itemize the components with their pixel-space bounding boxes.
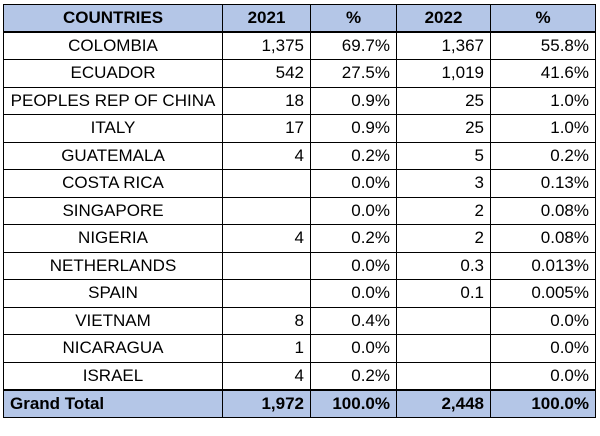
table-cell: 0.08%: [490, 196, 596, 225]
table-cell: SPAIN: [3, 279, 223, 308]
table-cell: 2022: [396, 4, 491, 33]
table-cell: [396, 306, 491, 335]
table-cell: %: [490, 4, 596, 33]
table-cell: 1.0%: [490, 114, 596, 143]
data-row: PEOPLES REP OF CHINA 18 0.9% 25 1.0%: [3, 86, 596, 115]
data-row: SINGAPORE 0.0% 2 0.08%: [3, 196, 596, 225]
table-cell: [222, 169, 311, 198]
table-cell: 1,019: [396, 59, 491, 88]
table-cell: [396, 361, 491, 390]
table-cell: [222, 196, 311, 225]
table-cell: COSTA RICA: [3, 169, 223, 198]
table-cell: 100.0%: [490, 388, 596, 418]
table-cell: 0.005%: [490, 279, 596, 308]
table-cell: 25: [396, 114, 491, 143]
table-cell: 0.0%: [490, 361, 596, 390]
data-row: COSTA RICA 0.0% 3 0.13%: [3, 169, 596, 198]
table-cell: 0.13%: [490, 169, 596, 198]
data-row: GUATEMALA 4 0.2% 5 0.2%: [3, 141, 596, 170]
table-cell: 18: [222, 86, 311, 115]
table-cell: 41.6%: [490, 59, 596, 88]
table-cell: 1,972: [222, 388, 311, 418]
table-cell: 2: [396, 224, 491, 253]
data-row: ISRAEL 4 0.2% 0.0%: [3, 361, 596, 390]
table-cell: 1: [222, 334, 311, 363]
table-cell: 0.4%: [310, 306, 397, 335]
header-row: COUNTRIES 2021% 2022%: [3, 4, 596, 33]
table-cell: 69.7%: [310, 31, 397, 60]
table-cell: 542: [222, 59, 311, 88]
table-cell: NICARAGUA: [3, 334, 223, 363]
table-cell: [222, 279, 311, 308]
table-cell: ECUADOR: [3, 59, 223, 88]
data-row: SPAIN 0.0% 0.1 0.005%: [3, 279, 596, 308]
table-cell: 2021: [222, 4, 311, 33]
table-cell: 0.0%: [310, 169, 397, 198]
data-table: COUNTRIES 2021% 2022% COLOMBIA 1,375 69.7% 1,3…: [3, 4, 596, 418]
table-cell: 0.2%: [490, 141, 596, 170]
table-cell: 0.0%: [310, 196, 397, 225]
table-cell: NETHERLANDS: [3, 251, 223, 280]
table-cell: ISRAEL: [3, 361, 223, 390]
data-row: VIETNAM 8 0.4% 0.0%: [3, 306, 596, 335]
table-cell: 4: [222, 361, 311, 390]
table-cell: COLOMBIA: [3, 31, 223, 60]
data-row: COLOMBIA 1,375 69.7% 1,367 55.8%: [3, 31, 596, 60]
table-cell: 0.0%: [490, 306, 596, 335]
table-cell: 0.0%: [490, 334, 596, 363]
table-cell: 0.08%: [490, 224, 596, 253]
table-cell: 3: [396, 169, 491, 198]
table-cell: PEOPLES REP OF CHINA: [3, 86, 223, 115]
table-cell: [396, 334, 491, 363]
data-row: ECUADOR 542 27.5% 1,019 41.6%: [3, 59, 596, 88]
table-cell: 27.5%: [310, 59, 397, 88]
table-cell: 0.9%: [310, 86, 397, 115]
data-row: NETHERLANDS 0.0% 0.3 0.013%: [3, 251, 596, 280]
table-cell: 0.0%: [310, 334, 397, 363]
table-cell: 0.0%: [310, 251, 397, 280]
table-cell: 17: [222, 114, 311, 143]
table-cell: 0.2%: [310, 141, 397, 170]
table-cell: 0.013%: [490, 251, 596, 280]
table-cell: 0.3: [396, 251, 491, 280]
table-cell: 0.9%: [310, 114, 397, 143]
data-row: NIGERIA 4 0.2% 2 0.08%: [3, 224, 596, 253]
table-body: COUNTRIES 2021% 2022% COLOMBIA 1,375 69.7% 1,3…: [3, 4, 596, 418]
data-row: NICARAGUA 1 0.0% 0.0%: [3, 334, 596, 363]
table-cell: 1,367: [396, 31, 491, 60]
table-cell: Grand Total: [3, 388, 223, 418]
total-row: Grand Total 1,972 100.0% 2,448 100.0%: [3, 388, 596, 418]
table-cell: %: [310, 4, 397, 33]
table-cell: VIETNAM: [3, 306, 223, 335]
table-cell: [222, 251, 311, 280]
table-cell: ITALY: [3, 114, 223, 143]
table-cell: NIGERIA: [3, 224, 223, 253]
table-cell: 25: [396, 86, 491, 115]
table-cell: 0.0%: [310, 279, 397, 308]
table-cell: 5: [396, 141, 491, 170]
table-cell: 1.0%: [490, 86, 596, 115]
table-cell: GUATEMALA: [3, 141, 223, 170]
table-cell: COUNTRIES: [3, 4, 223, 33]
table-cell: 4: [222, 224, 311, 253]
table-cell: 55.8%: [490, 31, 596, 60]
table-cell: 0.1: [396, 279, 491, 308]
table-cell: 2,448: [396, 388, 491, 418]
table-cell: 2: [396, 196, 491, 225]
table-cell: 0.2%: [310, 224, 397, 253]
table-cell: 1,375: [222, 31, 311, 60]
table-cell: 100.0%: [310, 388, 397, 418]
table-cell: 4: [222, 141, 311, 170]
data-row: ITALY 17 0.9% 25 1.0%: [3, 114, 596, 143]
table-cell: 0.2%: [310, 361, 397, 390]
table-cell: SINGAPORE: [3, 196, 223, 225]
table-cell: 8: [222, 306, 311, 335]
